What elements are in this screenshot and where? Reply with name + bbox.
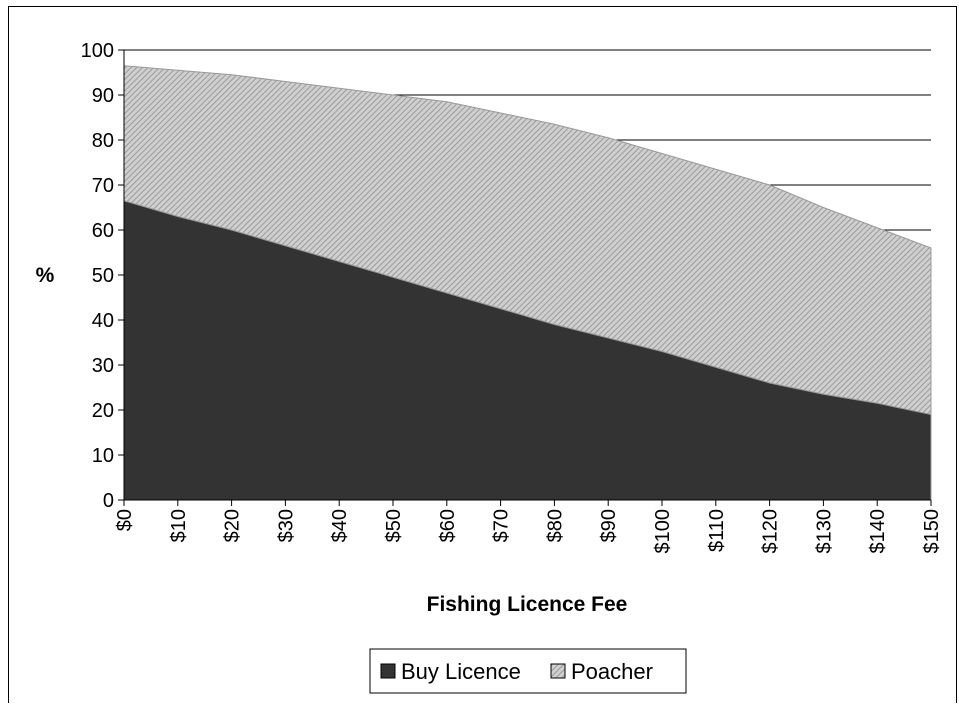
y-tick-label: 20 — [92, 400, 114, 422]
y-tick-label: 40 — [92, 310, 114, 332]
legend-box — [369, 648, 687, 694]
x-tick-label: $120 — [760, 509, 782, 554]
x-tick-label: $150 — [921, 509, 943, 554]
x-tick-labels: $0 $10 $20 $30 $40 $50 $60 $70 $80 $90 $100 $110 $12… — [114, 509, 943, 554]
legend: Buy Licence Poacher — [369, 648, 687, 694]
area-buy-licence — [123, 200, 932, 501]
areas — [123, 65, 932, 501]
y-tick-label: 30 — [92, 355, 114, 377]
x-tick-label: $70 — [491, 509, 513, 542]
y-tick-label: 0 — [103, 490, 114, 512]
y-tick-labels: 0 10 20 30 40 50 60 70 80 90 100 — [81, 40, 114, 512]
x-tick-label: $10 — [168, 509, 190, 542]
y-tick-label: 70 — [92, 175, 114, 197]
x-tick-label: $80 — [544, 509, 566, 542]
x-tick-label: $0 — [114, 509, 136, 531]
legend-label-poacher: Poacher — [571, 659, 653, 684]
x-tick-label: $40 — [329, 509, 351, 542]
y-tick-label: 100 — [81, 40, 114, 62]
x-tick-label: $20 — [222, 509, 244, 542]
x-tick-label: $90 — [598, 509, 620, 542]
y-tick-label: 60 — [92, 220, 114, 242]
y-axis-title: % — [36, 264, 55, 287]
x-tick-label: $130 — [813, 509, 835, 554]
x-tick-label: $30 — [275, 509, 297, 542]
x-tick-label: $110 — [706, 509, 728, 552]
axes — [118, 49, 932, 506]
legend-swatch-buy-licence — [380, 663, 396, 679]
y-tick-label: 10 — [92, 445, 114, 467]
y-tick-label: 50 — [92, 265, 114, 287]
x-tick-label: $50 — [383, 509, 405, 542]
x-tick-label: $140 — [867, 509, 889, 554]
y-tick-label: 90 — [92, 85, 114, 107]
x-tick-label: $100 — [652, 509, 674, 554]
legend-label-buy-licence: Buy Licence — [401, 659, 521, 684]
legend-swatch-poacher — [550, 663, 566, 679]
x-tick-label: $60 — [437, 509, 459, 542]
chart-frame — [8, 6, 957, 703]
y-tick-label: 80 — [92, 130, 114, 152]
x-axis-title: Fishing Licence Fee — [427, 593, 628, 616]
